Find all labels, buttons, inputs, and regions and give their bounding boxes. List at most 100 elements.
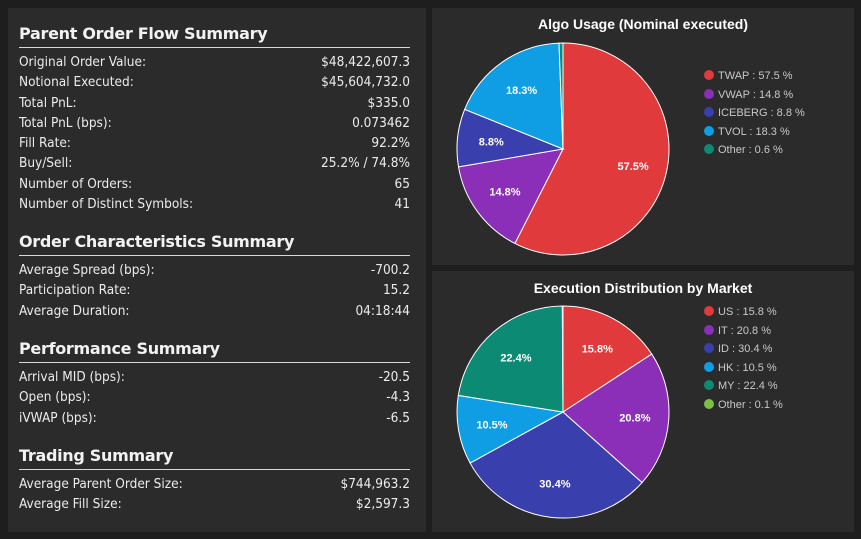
pie-slice-other[interactable] <box>558 42 564 150</box>
legend-label: HK : 10.5 % <box>718 361 777 374</box>
row-label: Fill Rate: <box>19 135 71 152</box>
summary-row: iVWAP (bps): -6.5 <box>19 408 410 428</box>
legend-item-it[interactable]: IT : 20.8 % <box>704 322 783 341</box>
row-label: Average Spread (bps): <box>19 262 155 278</box>
row-label: Average Duration: <box>19 302 130 319</box>
slice-data-label: 20.8% <box>619 412 650 424</box>
market-distribution-chart-panel: Execution Distribution by Market 15.8% 20… <box>432 271 854 532</box>
row-value: -700.2 <box>370 262 410 278</box>
row-value: -20.5 <box>378 369 410 385</box>
row-value: 25.2% / 74.8% <box>321 155 410 172</box>
slice-data-label: 57.5% <box>617 161 648 173</box>
row-label: Participation Rate: <box>19 282 131 299</box>
summary-row: Original Order Value: $48,422,607.3 <box>19 52 410 72</box>
legend-label: US : 15.8 % <box>718 306 777 318</box>
chart-title: Execution Distribution by Market <box>533 280 753 296</box>
row-label: Open (bps): <box>19 389 91 406</box>
slice-data-label: 30.4% <box>539 479 570 491</box>
legend-dot-icon <box>704 380 714 390</box>
summary-row: Average Fill Size: $2,597.3 <box>19 494 410 514</box>
summary-row: Total PnL: $335.0 <box>19 93 410 113</box>
pie-slice-us[interactable] <box>562 305 653 413</box>
summary-panel: Parent Order Flow Summary Original Order… <box>8 8 426 532</box>
section-title: Parent Order Flow Summary <box>19 21 410 48</box>
row-value: 0.073462 <box>352 114 410 131</box>
legend-label: TVOL : 18.3 % <box>718 125 790 138</box>
order-characteristics-section: Order Characteristics Summary Average Sp… <box>19 229 410 321</box>
legend-dot-icon <box>704 398 714 409</box>
trading-section: Trading Summary Average Parent Order Siz… <box>19 443 410 515</box>
performance-section: Performance Summary Arrival MID (bps): -2… <box>19 336 410 428</box>
slice-data-label: 18.3% <box>506 85 537 97</box>
pie-slice-id[interactable] <box>469 411 643 519</box>
row-label: Number of Distinct Symbols: <box>19 196 194 213</box>
market-distribution-legend: US : 15.8 % IT : 20.8 % ID : 30.4 % HK : 10… <box>704 303 783 414</box>
legend-label: IT : 20.8 % <box>718 324 771 337</box>
legend-dot-icon <box>704 324 714 335</box>
row-value: 65 <box>394 175 410 192</box>
legend-item-other[interactable]: Other : 0.6 % <box>704 141 805 160</box>
legend-item-hk[interactable]: HK : 10.5 % <box>704 359 783 378</box>
pie-slice-twap[interactable] <box>514 42 670 256</box>
row-label: Total PnL (bps): <box>19 114 112 131</box>
row-value: $45,604,732.0 <box>321 74 410 91</box>
legend-dot-icon <box>704 70 714 80</box>
row-value: -6.5 <box>386 409 410 426</box>
row-value: $2,597.3 <box>355 496 410 513</box>
summary-row: Average Spread (bps): -700.2 <box>19 260 410 280</box>
legend-label: MY : 22.4 % <box>718 380 778 392</box>
legend-dot-icon <box>704 107 714 117</box>
legend-dot-icon <box>704 361 714 372</box>
legend-label: TWAP : 57.5 % <box>718 70 793 82</box>
slice-data-label: 10.5% <box>476 419 507 431</box>
legend-item-twap[interactable]: TWAP : 57.5 % <box>704 67 805 86</box>
summary-row: Fill Rate: 92.2% <box>19 133 410 153</box>
slice-data-label: 8.8% <box>479 136 504 148</box>
market-distribution-pie-chart: 15.8% 20.8% 30.4% 10.5% 22.4% <box>456 305 670 519</box>
summary-row: Number of Orders: 65 <box>19 174 410 194</box>
summary-row: Buy/Sell: 25.2% / 74.8% <box>19 153 410 173</box>
legend-label: ICEBERG : 8.8 % <box>718 107 805 119</box>
legend-item-us[interactable]: US : 15.8 % <box>704 303 783 322</box>
row-value: $335.0 <box>367 94 410 111</box>
parent-order-flow-section: Parent Order Flow Summary Original Order… <box>19 21 410 214</box>
section-title: Performance Summary <box>19 336 410 363</box>
pie-slice-hk[interactable] <box>456 394 565 464</box>
legend-item-vwap[interactable]: VWAP : 14.8 % <box>704 86 805 105</box>
pie-slice-it[interactable] <box>562 353 670 484</box>
summary-row: Notional Executed: $45,604,732.0 <box>19 72 410 92</box>
row-value: -4.3 <box>386 389 410 406</box>
pie-slice-other[interactable] <box>561 305 564 413</box>
row-label: Notional Executed: <box>19 74 134 91</box>
row-value: 15.2 <box>382 282 410 299</box>
row-label: Buy/Sell: <box>19 155 73 172</box>
legend-item-other[interactable]: Other : 0.1 % <box>704 396 783 415</box>
legend-label: Other : 0.6 % <box>718 144 783 156</box>
legend-dot-icon <box>704 343 714 353</box>
row-label: Total PnL: <box>19 94 77 111</box>
summary-row: Open (bps): -4.3 <box>19 387 410 407</box>
legend-item-iceberg[interactable]: ICEBERG : 8.8 % <box>704 104 805 123</box>
legend-label: Other : 0.1 % <box>718 398 783 411</box>
row-value: 04:18:44 <box>355 302 410 319</box>
row-value: 41 <box>394 196 410 213</box>
row-value: $48,422,607.3 <box>321 54 410 70</box>
legend-item-tvol[interactable]: TVOL : 18.3 % <box>704 123 805 142</box>
section-title: Trading Summary <box>19 443 410 470</box>
pie-slice-tvol[interactable] <box>464 42 564 150</box>
section-title: Order Characteristics Summary <box>19 229 410 256</box>
summary-row: Average Duration: 04:18:44 <box>19 301 410 321</box>
legend-item-my[interactable]: MY : 22.4 % <box>704 377 783 396</box>
legend-item-id[interactable]: ID : 30.4 % <box>704 340 783 359</box>
row-label: iVWAP (bps): <box>19 409 97 426</box>
legend-label: ID : 30.4 % <box>718 343 773 355</box>
row-value: 92.2% <box>371 135 410 152</box>
pie-slice-my[interactable] <box>457 305 564 413</box>
legend-dot-icon <box>704 125 714 136</box>
pie-slice-vwap[interactable] <box>457 148 564 245</box>
legend-dot-icon <box>704 306 714 316</box>
summary-row: Participation Rate: 15.2 <box>19 280 410 300</box>
row-value: $744,963.2 <box>340 476 410 492</box>
row-label: Number of Orders: <box>19 175 133 192</box>
summary-row: Number of Distinct Symbols: 41 <box>19 194 410 214</box>
